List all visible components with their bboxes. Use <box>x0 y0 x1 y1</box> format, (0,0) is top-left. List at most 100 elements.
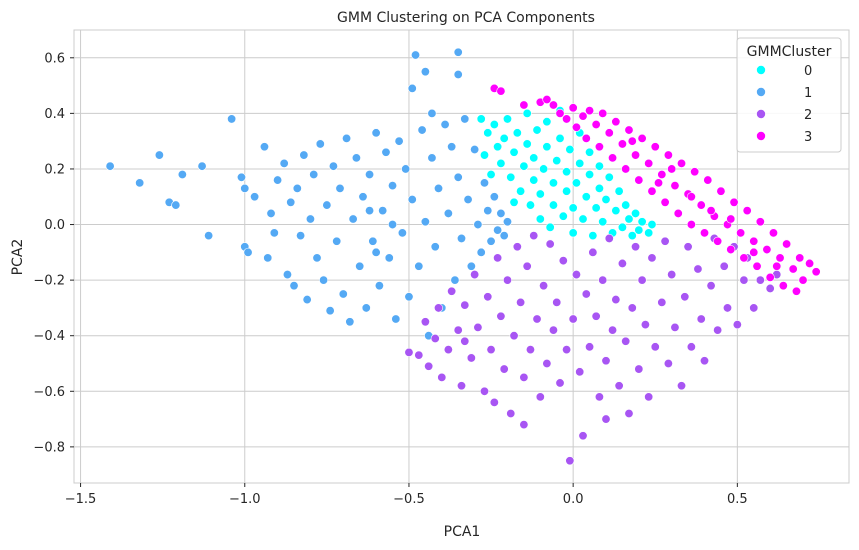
data-point <box>614 186 624 196</box>
data-point <box>788 264 798 274</box>
data-point <box>631 242 641 252</box>
data-point <box>430 333 440 343</box>
data-point <box>302 295 312 305</box>
data-point <box>598 217 608 227</box>
data-point <box>552 156 562 166</box>
data-point <box>204 231 214 241</box>
legend-label: 3 <box>804 130 812 145</box>
data-point <box>506 172 516 182</box>
data-point <box>654 178 664 188</box>
data-point <box>420 67 430 77</box>
data-point <box>811 267 821 277</box>
data-point <box>677 158 687 168</box>
plot-area <box>73 29 850 484</box>
data-point <box>499 133 509 143</box>
data-point <box>312 253 322 263</box>
data-point <box>453 69 463 79</box>
data-point <box>384 253 394 263</box>
data-point <box>624 125 634 135</box>
data-point <box>250 192 260 202</box>
data-point <box>558 256 568 266</box>
data-point <box>703 175 713 185</box>
data-point <box>667 164 677 174</box>
data-point <box>506 409 516 419</box>
data-point <box>644 228 654 238</box>
data-point <box>617 139 627 149</box>
y-axis-label: PCA2 <box>10 239 26 276</box>
data-point <box>562 167 572 177</box>
data-point <box>742 206 752 216</box>
data-point <box>578 214 588 224</box>
data-point <box>450 275 460 285</box>
data-point <box>305 214 315 224</box>
data-point <box>624 409 634 419</box>
data-point <box>154 150 164 160</box>
data-point <box>621 336 631 346</box>
data-point <box>404 292 414 302</box>
data-point <box>486 236 496 246</box>
data-point <box>388 181 398 191</box>
data-point <box>420 317 430 327</box>
data-point <box>479 178 489 188</box>
data-point <box>456 233 466 243</box>
data-point <box>502 275 512 285</box>
y-tick-label: −0.2 <box>33 274 65 289</box>
data-point <box>522 139 532 149</box>
data-point <box>532 314 542 324</box>
y-axis-ticks: −0.8 −0.6 −0.4 −0.2 0.0 0.2 0.4 0.6 <box>33 51 74 455</box>
data-point <box>177 170 187 180</box>
series-2-points <box>404 231 782 466</box>
legend-label: 1 <box>804 86 812 101</box>
data-point <box>512 242 522 252</box>
data-point <box>437 372 447 382</box>
x-axis-ticks: −1.5 −1.0 −0.5 0.0 0.5 <box>65 483 748 507</box>
data-point <box>516 186 526 196</box>
data-point <box>683 242 693 252</box>
data-point <box>414 350 424 360</box>
data-point <box>456 381 466 391</box>
data-point <box>647 253 657 263</box>
data-point <box>805 258 815 268</box>
data-point <box>328 161 338 171</box>
data-point <box>476 247 486 257</box>
data-point <box>611 117 621 127</box>
data-point <box>548 200 558 210</box>
data-point <box>772 261 782 271</box>
data-point <box>585 147 595 157</box>
data-point <box>627 303 637 313</box>
data-point <box>637 217 647 227</box>
data-point <box>571 178 581 188</box>
data-point <box>768 228 778 238</box>
data-point <box>411 50 421 60</box>
data-point <box>358 192 368 202</box>
data-point <box>611 206 621 216</box>
data-point <box>263 253 273 263</box>
chart-title: GMM Clustering on PCA Components <box>337 10 595 26</box>
data-point <box>670 181 680 191</box>
data-point <box>499 231 509 241</box>
data-point <box>585 106 595 116</box>
data-point <box>690 167 700 177</box>
data-point <box>496 208 506 218</box>
data-point <box>502 114 512 124</box>
data-point <box>463 195 473 205</box>
data-point <box>663 150 673 160</box>
data-point <box>555 378 565 388</box>
data-point <box>486 345 496 355</box>
data-point <box>342 133 352 143</box>
data-point <box>657 170 667 180</box>
data-point <box>700 228 710 238</box>
data-point <box>105 161 115 171</box>
data-point <box>427 108 437 118</box>
data-point <box>581 192 591 202</box>
data-point <box>634 225 644 235</box>
data-point <box>608 153 618 163</box>
data-point <box>644 392 654 402</box>
data-point <box>598 275 608 285</box>
data-point <box>466 261 476 271</box>
data-point <box>532 125 542 135</box>
data-point <box>236 172 246 182</box>
data-point <box>496 158 506 168</box>
data-point <box>401 164 411 174</box>
data-point <box>424 361 434 371</box>
